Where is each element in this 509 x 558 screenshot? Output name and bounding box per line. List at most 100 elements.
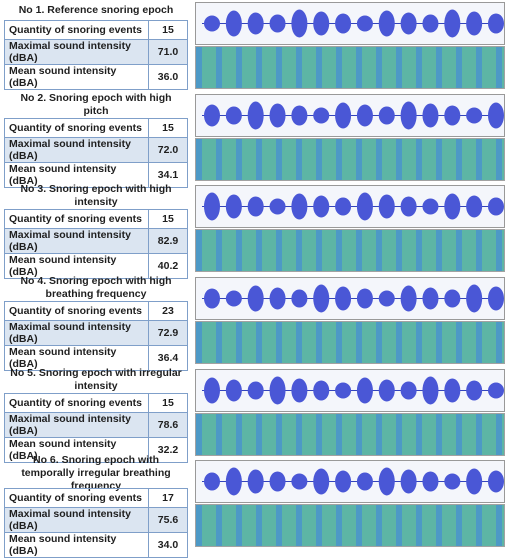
stat-value: 36.4 xyxy=(148,345,188,371)
snore-burst xyxy=(422,103,439,128)
stat-value: 15 xyxy=(148,118,188,138)
stats-row: Maximal sound intensity (dBA) 72.0 xyxy=(4,137,188,163)
snore-burst xyxy=(247,196,264,217)
recording xyxy=(195,2,505,89)
stat-value: 15 xyxy=(148,209,188,229)
snore-burst xyxy=(247,12,264,35)
stat-label: Mean sound intensity (dBA) xyxy=(4,345,149,371)
waveform xyxy=(195,277,505,320)
snore-burst xyxy=(444,289,461,308)
stats-row: Mean sound intensity (dBA) 36.4 xyxy=(4,345,188,371)
stat-value: 82.9 xyxy=(148,228,188,254)
panel: No 1. Reference snoring epoch Quantity of… xyxy=(0,0,509,90)
recording xyxy=(195,277,505,364)
spectrogram xyxy=(195,138,505,181)
snore-burst xyxy=(313,380,330,401)
stat-value: 40.2 xyxy=(148,253,188,279)
stat-label: Quantity of snoring events xyxy=(4,301,149,321)
snore-burst xyxy=(335,470,352,493)
stats-table: Quantity of snoring events 15 Maximal soun… xyxy=(4,118,188,188)
snore-burst xyxy=(422,287,439,310)
snore-burst xyxy=(444,378,461,403)
panel-info: No 5. Snoring epoch with irregular inten… xyxy=(4,367,188,463)
snore-burst xyxy=(356,472,373,491)
snore-burst xyxy=(356,377,373,404)
snore-burst xyxy=(422,14,439,33)
recording xyxy=(195,94,505,181)
recording xyxy=(195,460,505,547)
stat-label: Maximal sound intensity (dBA) xyxy=(4,412,149,438)
panel-title: No 2. Snoring epoch with high pitch xyxy=(20,92,172,117)
spectrogram xyxy=(195,413,505,456)
snore-burst xyxy=(225,467,242,496)
snore-burst xyxy=(400,381,417,400)
snore-burst xyxy=(225,106,242,125)
stat-label: Mean sound intensity (dBA) xyxy=(4,437,149,463)
snore-burst xyxy=(378,290,395,307)
snore-burst xyxy=(488,13,504,34)
stat-value: 78.6 xyxy=(148,412,188,438)
snore-burst xyxy=(356,288,373,309)
snore-burst xyxy=(247,381,264,400)
snore-burst xyxy=(335,382,352,399)
stat-value: 32.2 xyxy=(148,437,188,463)
stat-label: Mean sound intensity (dBA) xyxy=(4,253,149,279)
stat-label: Maximal sound intensity (dBA) xyxy=(4,39,149,65)
snore-burst xyxy=(204,15,220,32)
snore-burst xyxy=(335,197,352,216)
snore-burst xyxy=(204,377,220,404)
snore-burst xyxy=(247,101,264,130)
snore-burst xyxy=(269,376,286,405)
stat-value: 15 xyxy=(148,20,188,40)
snore-burst xyxy=(291,289,308,308)
stats-row: Mean sound intensity (dBA) 32.2 xyxy=(4,437,188,463)
stat-label: Quantity of snoring events xyxy=(4,488,149,508)
snore-burst xyxy=(204,104,220,127)
snore-burst xyxy=(400,469,417,494)
recording xyxy=(195,369,505,456)
panel-info: No 2. Snoring epoch with high pitch Quant… xyxy=(4,92,188,188)
snore-burst xyxy=(400,101,417,130)
snore-burst xyxy=(444,105,461,126)
stats-row: Maximal sound intensity (dBA) 78.6 xyxy=(4,412,188,438)
stats-row: Maximal sound intensity (dBA) 75.6 xyxy=(4,507,188,533)
stats-row: Quantity of snoring events 15 xyxy=(4,393,188,413)
stat-value: 75.6 xyxy=(148,507,188,533)
panel: No 6. Snoring epoch with temporally irre… xyxy=(0,453,509,558)
waveform-plot xyxy=(202,284,504,313)
snore-burst xyxy=(204,288,220,309)
stats-row: Quantity of snoring events 23 xyxy=(4,301,188,321)
snore-burst xyxy=(225,290,242,307)
snore-burst xyxy=(269,287,286,310)
stat-label: Quantity of snoring events xyxy=(4,20,149,40)
stats-row: Quantity of snoring events 15 xyxy=(4,20,188,40)
stat-value: 72.9 xyxy=(148,320,188,346)
snore-burst xyxy=(225,379,242,402)
waveform xyxy=(195,94,505,137)
snore-burst xyxy=(444,473,461,490)
snore-burst xyxy=(291,105,308,126)
stats-table: Quantity of snoring events 15 Maximal soun… xyxy=(4,20,188,90)
stats-row: Quantity of snoring events 15 xyxy=(4,209,188,229)
snore-burst xyxy=(313,284,330,313)
snore-burst xyxy=(313,468,330,495)
snore-burst xyxy=(466,107,483,124)
snore-burst xyxy=(378,106,395,125)
snore-burst xyxy=(378,10,395,37)
snore-burst xyxy=(335,286,352,311)
snore-burst xyxy=(291,9,308,38)
snore-burst xyxy=(488,197,504,216)
stat-value: 72.0 xyxy=(148,137,188,163)
stat-value: 36.0 xyxy=(148,64,188,90)
recording xyxy=(195,185,505,272)
snore-burst xyxy=(444,9,461,38)
panel-info: No 3. Snoring epoch with high intensity Q… xyxy=(4,183,188,279)
panel-info: No 1. Reference snoring epoch Quantity of… xyxy=(4,0,188,90)
panel-title: No 6. Snoring epoch with temporally irre… xyxy=(21,453,171,492)
snore-burst xyxy=(269,14,286,33)
stat-value: 23 xyxy=(148,301,188,321)
snore-burst xyxy=(444,193,461,220)
stats-row: Maximal sound intensity (dBA) 71.0 xyxy=(4,39,188,65)
stats-row: Mean sound intensity (dBA) 40.2 xyxy=(4,253,188,279)
